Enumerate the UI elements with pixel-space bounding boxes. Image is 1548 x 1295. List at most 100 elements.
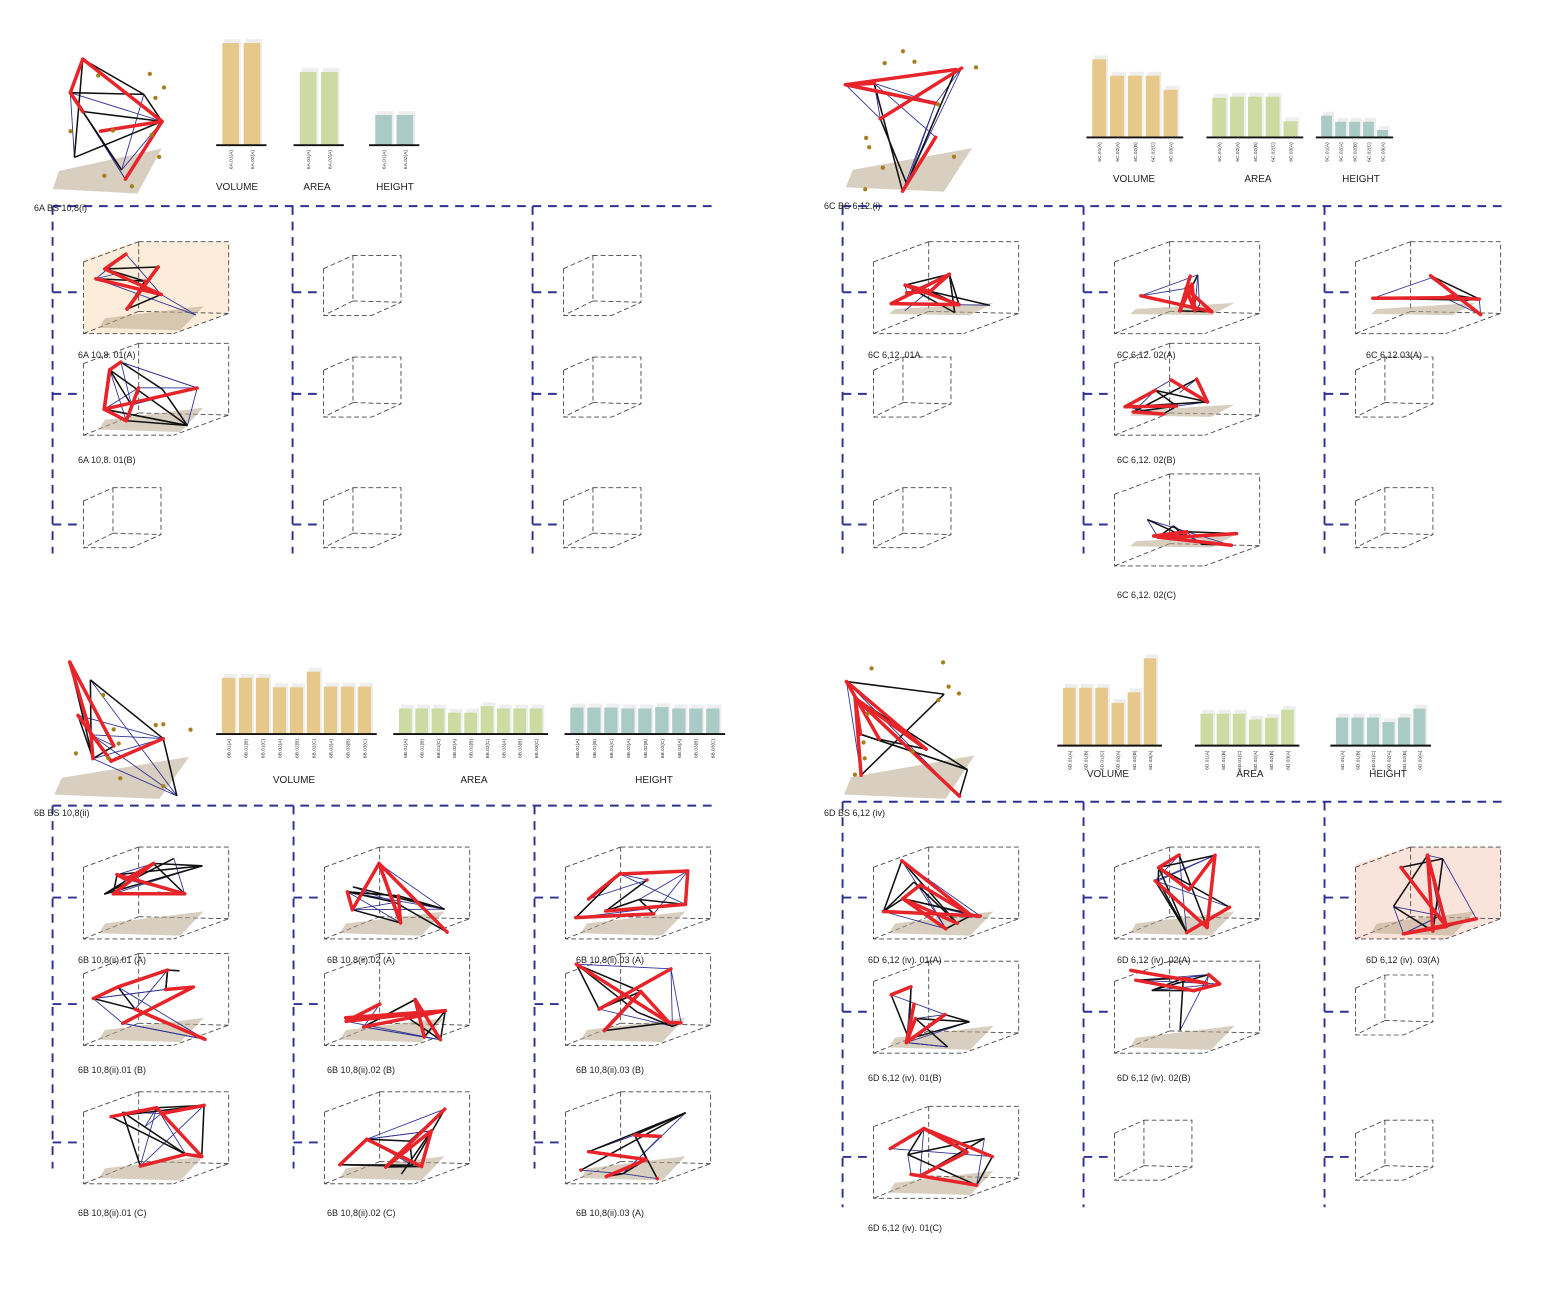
quadrant-6a: 6A.01(A) 6A.02(A) 6A.01(A) 6A.02(A) 6A.01(A)… — [0, 0, 740, 600]
bar-tick-label: 6A.01(A) — [381, 150, 387, 169]
variant-label: 6A 10,8. 01(B) — [78, 454, 136, 465]
variant-label: 6D 6,12 (iv). 01(C) — [868, 1222, 943, 1233]
bar-tick-label: 6C.03(A) — [1288, 142, 1294, 162]
variant-tree — [51, 804, 714, 1169]
bar — [1095, 687, 1108, 746]
bar — [1063, 687, 1076, 746]
bar — [1376, 130, 1388, 138]
bar-tick-label: 6C.02(A) — [1235, 142, 1241, 162]
bar-tick-label: 6B.02(C) — [311, 738, 317, 758]
bar — [672, 708, 686, 735]
volume-chart: 6A.01(A) 6A.02(A) — [216, 39, 267, 169]
node-dot — [157, 154, 162, 160]
variant-box — [1114, 473, 1261, 567]
height-chart: 6C.01(A) 6C.02(A) 6C.02(B) 6C.02(C) 6C.03(A) — [1315, 111, 1394, 162]
variant-label: 6B 10,8(ii).02 (B) — [327, 1064, 396, 1075]
bar-tick-label: 6D.01(A) — [1340, 750, 1346, 770]
bar — [570, 707, 584, 735]
empty-variant-box — [873, 356, 952, 418]
bar-tick-label: 6B.01(B) — [420, 738, 426, 757]
bar — [513, 708, 527, 735]
bar — [222, 42, 239, 146]
bar-tick-label: 6D.02(A) — [1116, 750, 1122, 770]
node-dot — [951, 154, 957, 159]
variant-structure — [340, 997, 447, 1043]
empty-variant-box — [1355, 1119, 1434, 1181]
bar — [255, 677, 270, 735]
variant-label: 6A 10,8. 01(A) — [78, 349, 136, 360]
bar — [1321, 115, 1333, 138]
bar-tick-label: 6D.01(C) — [1237, 750, 1243, 770]
variant-label: 6B 10,8(ii).02 (C) — [327, 1207, 396, 1218]
bar — [238, 677, 253, 735]
height-chart: 6B.01(A) 6B.01(B) 6B.01(C) 6B.02(A) 6B.02(B)… — [564, 703, 726, 758]
bar — [357, 686, 372, 735]
bar — [1335, 121, 1347, 138]
node-dot — [910, 749, 915, 754]
volume-metric-label: VOLUME — [1086, 769, 1130, 780]
node-dot — [116, 741, 121, 746]
bar-tick-label: 6B.03(C) — [534, 738, 540, 758]
bar — [1265, 717, 1278, 746]
variant-structure — [881, 858, 994, 936]
variant-structure — [1130, 274, 1235, 316]
bar — [464, 712, 478, 735]
variant-label: 6D 6,12 (iv). 02(B) — [1117, 1072, 1191, 1083]
bar-tick-label: 6B.01(C) — [609, 738, 615, 758]
variant-box — [83, 1091, 230, 1185]
node-dot — [852, 772, 858, 777]
bar-tick-label: 6B.02(A) — [452, 738, 458, 757]
structure-title: 6B BS 10,8(ii) — [34, 808, 90, 818]
bar-tick-label: 6B.02(A) — [626, 738, 632, 757]
node-dot — [149, 132, 154, 138]
quadrant-6c: 6C.01(A) 6C.02(A) 6C.02(B) 6C.02(C) 6C.03(A)… — [790, 0, 1530, 600]
empty-variant-box — [563, 356, 642, 418]
bar — [1230, 96, 1244, 138]
bar — [1127, 692, 1141, 746]
bar-tick-label: 6D.01(B) — [1355, 750, 1361, 770]
variant-label: 6D 6,12 (iv). 01(B) — [868, 1072, 942, 1083]
structure-title: 6D BS 6,12 (iv) — [824, 808, 886, 818]
bar-tick-label: 6D.01(B) — [1083, 750, 1089, 770]
variant-structure — [574, 962, 686, 1043]
bar-tick-label: 6C.02(C) — [1151, 142, 1157, 162]
variant-box — [1355, 241, 1502, 335]
variant-structure — [1123, 377, 1235, 417]
node-dot — [912, 59, 917, 64]
node-dot — [865, 711, 870, 716]
bar-tick-label: 6B.03(B) — [518, 738, 524, 757]
bar-tick-label: 6B.03(C) — [362, 738, 368, 758]
variant-structure — [99, 1103, 206, 1181]
variant-structure — [579, 1112, 687, 1181]
node-dot — [936, 697, 941, 703]
variant-tree — [51, 205, 714, 554]
variant-label: 6C 6,12. 01A — [868, 349, 921, 360]
bar-tick-label: 6B.01(B) — [243, 738, 249, 757]
node-dot — [106, 755, 111, 761]
bar — [306, 671, 321, 735]
bar-tick-label: 6D.01(C) — [1100, 750, 1106, 770]
node-dot — [869, 666, 874, 671]
empty-variant-box — [1355, 487, 1434, 549]
bar — [655, 707, 669, 735]
bar — [1110, 75, 1124, 138]
node-dot — [973, 65, 979, 70]
node-dot — [102, 173, 107, 178]
bar — [1216, 713, 1230, 746]
bar — [299, 72, 317, 146]
bar — [1265, 96, 1280, 138]
bar-tick-label: 6C.02(B) — [1253, 142, 1259, 162]
variant-structure — [888, 1126, 995, 1196]
bar-tick-label: 6B.03(B) — [345, 738, 351, 757]
variant-label: 6B 10,8(ii).02 (A) — [327, 954, 396, 965]
node-dot — [940, 660, 946, 665]
node-dot — [880, 165, 885, 170]
volume-metric-label: VOLUME — [1112, 174, 1156, 185]
height-chart: 6D.01(A) 6D.01(B) 6D.01(C) 6D.02(A) 6D.02(B)… — [1330, 704, 1431, 770]
variant-structure — [1370, 273, 1483, 317]
bar — [706, 708, 720, 735]
variant-structure — [94, 252, 204, 331]
area-metric-label: AREA — [303, 182, 331, 193]
base-structure-diagram — [843, 66, 973, 193]
empty-variant-box — [323, 255, 402, 316]
